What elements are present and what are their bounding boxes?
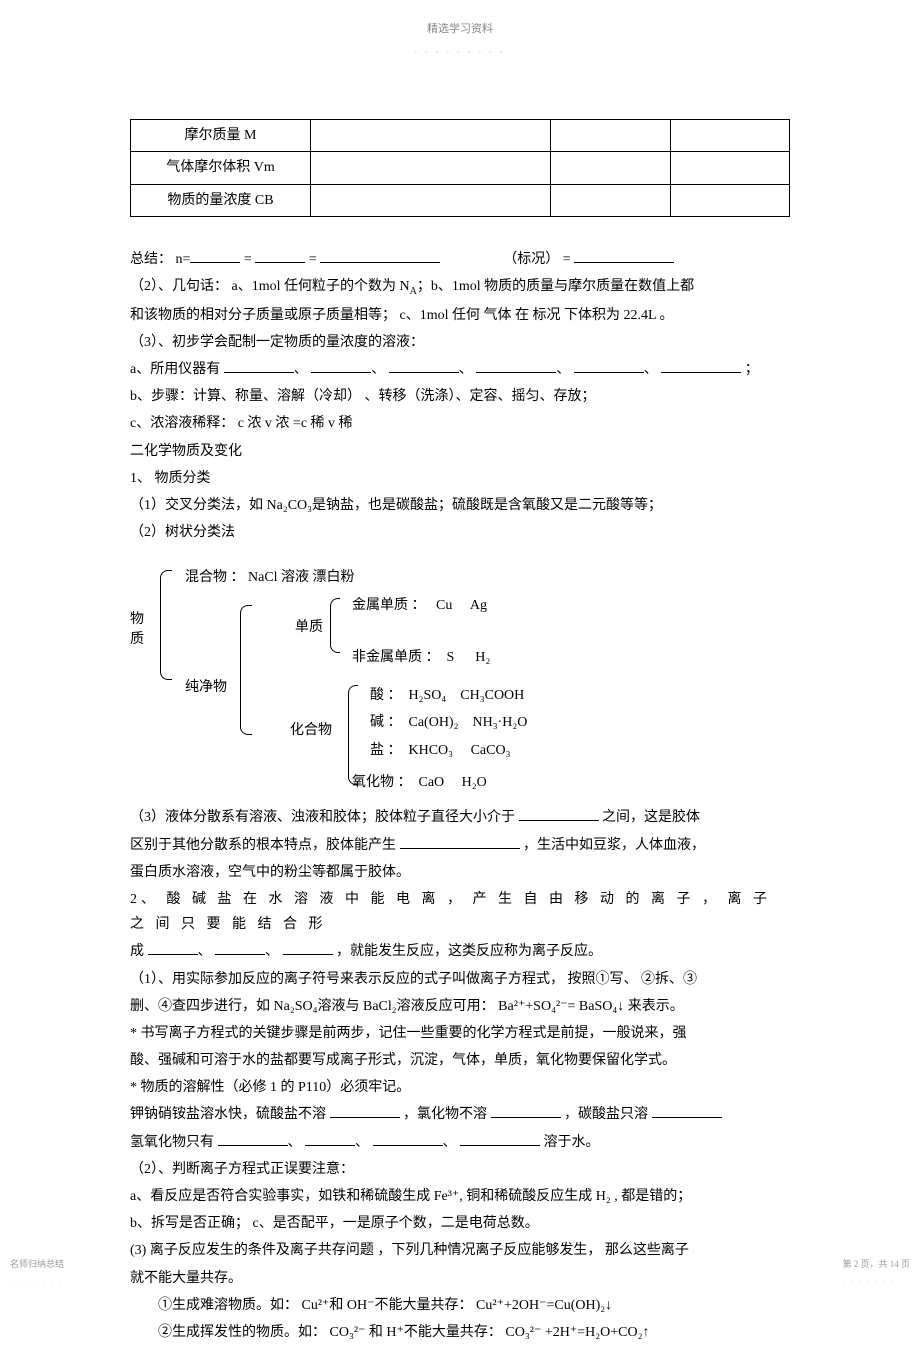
s2-1-2: （2）树状分类法 xyxy=(130,520,790,545)
cond-2: 就不能大量共存。 xyxy=(130,1266,790,1291)
paragraph-3a: a、所用仪器有 、 、 、 、 、 ； xyxy=(130,357,790,382)
colloid-1: （3）液体分散系有溶液、浊液和胶体；胶体粒子直径大小介于 之间，这是胶体 xyxy=(130,805,790,830)
page-header: 精选学习资料 xyxy=(0,20,920,40)
cond-i2: ②生成挥发性的物质。如： CO₃²⁻ 和 H⁺不能大量共存： CO₃²⁻ +2H… xyxy=(130,1320,790,1345)
row-label: 物质的量浓度 CB xyxy=(131,184,311,216)
s2-1-1: （1）交叉分类法，如 Na₂CO₃是钠盐，也是碳酸盐；硫酸既是含氧酸又是二元酸等… xyxy=(130,493,790,518)
tree-acid: 酸 ： H₂SO₄ CH₃COOH xyxy=(370,683,524,708)
ion-1: 2、 酸 碱 盐 在 水 溶 液 中 能 电 离 ， 产 生 自 由 移 动 的… xyxy=(130,887,790,937)
eq-3: * 书写离子方程式的关键步骤是前两步，记住一些重要的化学方程式是前提，一般说来，… xyxy=(130,1021,790,1046)
eq-7: 氢氧化物只有 、 、 、 溶于水。 xyxy=(130,1130,790,1155)
row-label: 气体摩尔体积 Vm xyxy=(131,152,311,184)
paragraph-2b: 和该物质的相对分子质量或原子质量相等； c、1mol 任何 气体 在 标况 下体… xyxy=(130,303,790,328)
s2-1: 1、 物质分类 xyxy=(130,466,790,491)
colloid-2: 区别于其他分散系的根本特点，胶体能产生 ，生活中如豆浆，人体血液， xyxy=(130,833,790,858)
table-row: 摩尔质量 M xyxy=(131,120,790,152)
tree-root: 物质 xyxy=(130,610,144,649)
eq-5: * 物质的溶解性（必修 1 的 P110）必须牢记。 xyxy=(130,1075,790,1100)
paragraph-3b: b、步骤：计算、称量、溶解（冷却） 、转移（洗涤）、定容、摇匀、存放； xyxy=(130,384,790,409)
paragraph-2: （2）、几句话： a、1mol 任何粒子的个数为 NA；b、1mol 物质的质量… xyxy=(130,274,790,301)
eq-4: 酸、强碱和可溶于水的盐都要写成离子形式，沉淀，气体，单质，氧化物要保留化学式。 xyxy=(130,1048,790,1073)
judge-a: a、看反应是否符合实验事实，如铁和稀硫酸生成 Fe³⁺, 铜和稀硫酸反应生成 H… xyxy=(130,1184,790,1209)
eq-6: 钾钠硝铵盐溶水快，硫酸盐不溶 ，氯化物不溶 ，碳酸盐只溶 xyxy=(130,1102,790,1127)
tree-metal: 金属单质 ： Cu Ag xyxy=(352,593,487,618)
footer-left: 名师归纳总结 - - - - - - - xyxy=(10,1256,64,1288)
table-row: 气体摩尔体积 Vm xyxy=(131,152,790,184)
tree-mixture: 混合物 ： NaCl 溶液 漂白粉 xyxy=(185,565,355,590)
cond-1: (3) 离子反应发生的条件及离子共存问题 ，下列几种情况离子反应能够发生， 那么… xyxy=(130,1238,790,1263)
colloid-3: 蛋白质水溶液，空气中的粉尘等都属于胶体。 xyxy=(130,860,790,885)
classification-tree: 物质 混合物 ： NaCl 溶液 漂白粉 纯净物 单质 金属单质 ： Cu Ag… xyxy=(130,560,790,790)
paragraph-3c: c、浓溶液稀释： c 浓 v 浓 =c 稀 v 稀 xyxy=(130,411,790,436)
tree-oxide: 氧化物 ： CaO H₂O xyxy=(352,770,487,795)
judge-b: b、拆写是否正确； c、是否配平，一是原子个数，二是电荷总数。 xyxy=(130,1211,790,1236)
table-row: 物质的量浓度 CB xyxy=(131,184,790,216)
header-dots: - - - - - - - - - xyxy=(0,45,920,59)
row-label: 摩尔质量 M xyxy=(131,120,311,152)
tree-compound: 化合物 xyxy=(290,718,332,743)
tree-nonmetal: 非金属单质 ： S H₂ xyxy=(352,645,490,670)
eq-1: （1）、用实际参加反应的离子符号来表示反应的式子叫做离子方程式， 按照①写、 ②… xyxy=(130,967,790,992)
ion-2: 成 、 、 ，就能发生反应，这类反应称为离子反应。 xyxy=(130,939,790,964)
cond-i1: ①生成难溶物质。如： Cu²⁺和 OH⁻不能大量共存： Cu²⁺+2OH⁻=Cu… xyxy=(130,1293,790,1318)
tree-simple: 单质 xyxy=(295,615,323,640)
paragraph-3-title: （3）、初步学会配制一定物质的量浓度的溶液： xyxy=(130,330,790,355)
document-content: 摩尔质量 M 气体摩尔体积 Vm 物质的量浓度 CB 总结： n= = = （标… xyxy=(0,119,920,1345)
footer-right: 第 2 页，共 14 页 - - - - - - - xyxy=(842,1256,910,1288)
tree-pure: 纯净物 xyxy=(185,675,227,700)
properties-table: 摩尔质量 M 气体摩尔体积 Vm 物质的量浓度 CB xyxy=(130,119,790,217)
eq-2: 删、④查四步进行，如 Na₂SO₄溶液与 BaCl₂溶液反应可用： Ba²⁺+S… xyxy=(130,994,790,1019)
tree-salt: 盐 ： KHCO₃ CaCO₃ xyxy=(370,738,510,763)
tree-base: 碱 ： Ca(OH)₂ NH₃·H₂O xyxy=(370,710,527,735)
section2-title: 二化学物质及变化 xyxy=(130,439,790,464)
judge-title: （2）、判断离子方程式正误要注意： xyxy=(130,1157,790,1182)
summary-line: 总结： n= = = （标况） = xyxy=(130,247,790,272)
